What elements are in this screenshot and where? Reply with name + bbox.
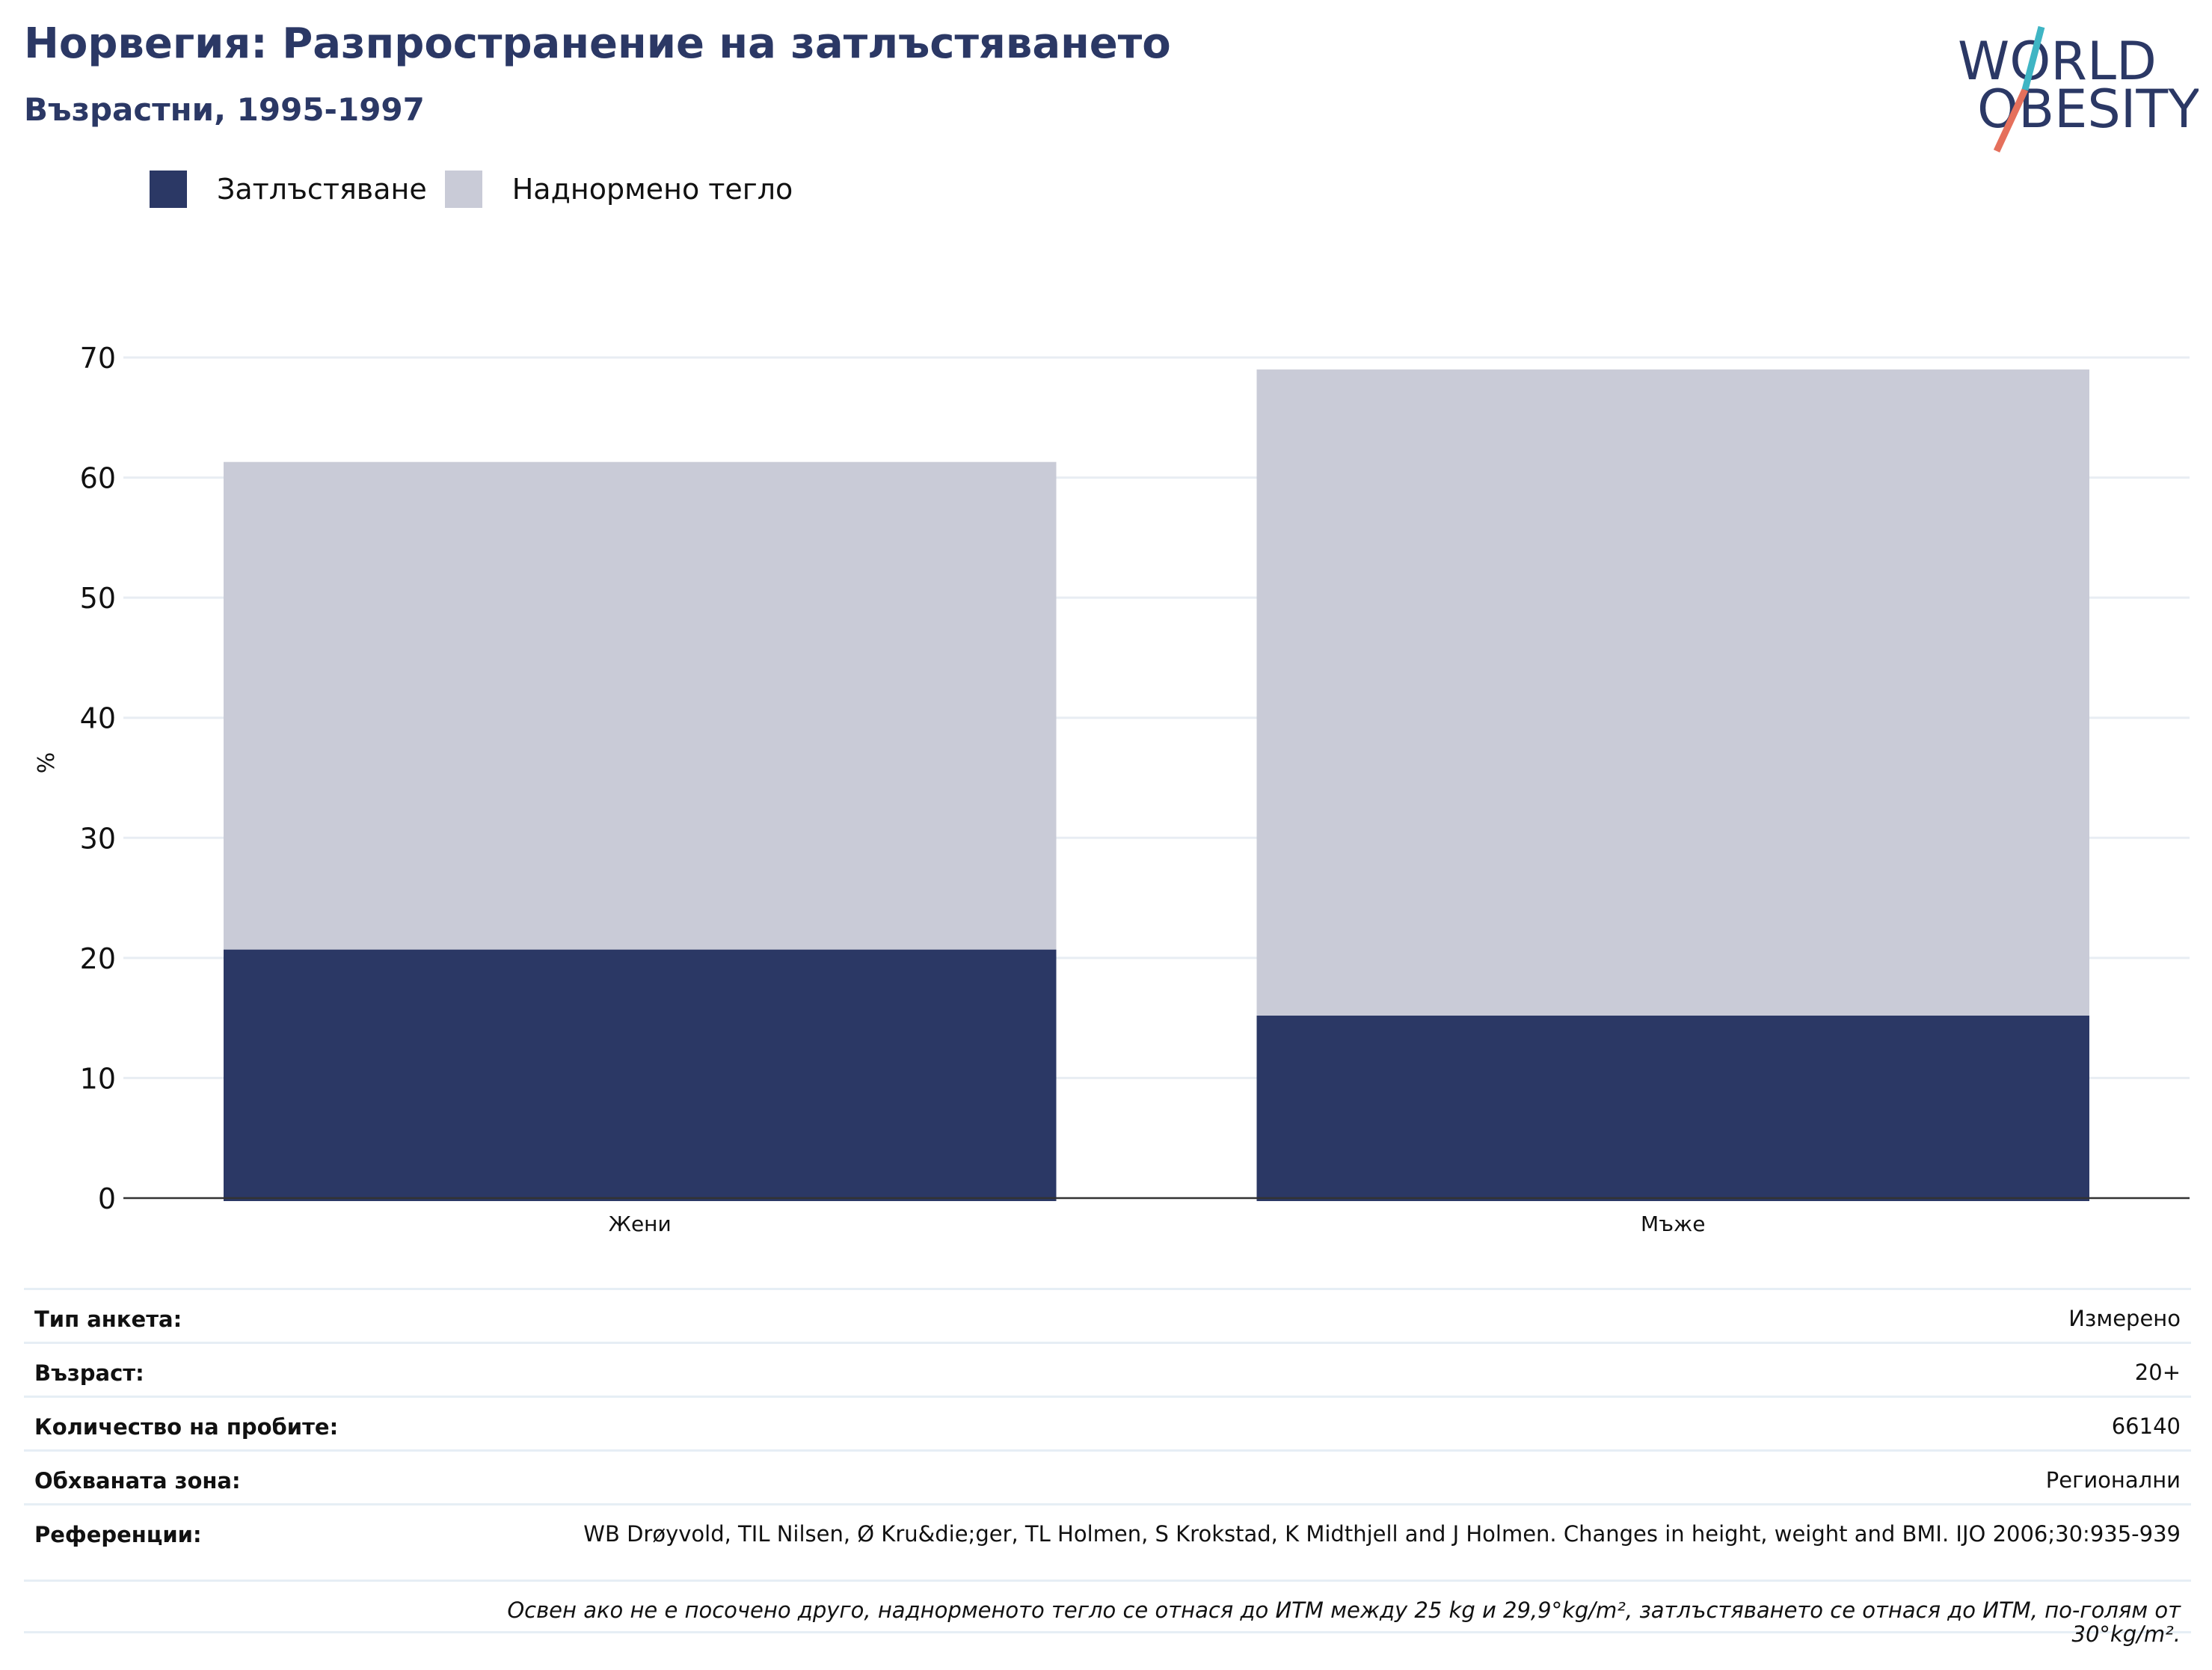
row-footnote: Освен ако не е посочено друго, наднормен… <box>24 1580 2191 1646</box>
legend-swatch-obesity <box>150 171 187 208</box>
x-tick-label: Жени <box>609 1212 672 1236</box>
survey-type-label: Тип анкета: <box>34 1307 182 1332</box>
survey-details: Тип анкета: Измерено Възраст: 20+ Количе… <box>24 1288 2191 1646</box>
area-label: Обхваната зона: <box>34 1468 241 1494</box>
age-value: 20+ <box>2134 1360 2181 1385</box>
bar-obesity-0 <box>224 949 1057 1201</box>
legend-label-overweight: Наднормено тегло <box>511 173 793 206</box>
references-value: WB Drøyvold, TIL Nilsen, Ø Kru&die;ger, … <box>583 1521 2181 1547</box>
sample-size-value: 66140 <box>2111 1413 2181 1439</box>
row-references: Референции: WB Drøyvold, TIL Nilsen, Ø K… <box>24 1503 2191 1580</box>
survey-type-value: Измерено <box>2068 1306 2181 1331</box>
bar-obesity-1 <box>1256 1015 2089 1201</box>
y-tick-label: 10 <box>80 1062 116 1095</box>
row-sample-size: Количество на пробите: 66140 <box>24 1396 2191 1449</box>
chart-subtitle: Възрастни, 1995-1997 <box>24 91 425 128</box>
legend-item-overweight: Наднормено тегло <box>444 171 793 208</box>
legend-label-obesity: Затлъстяване <box>217 173 427 206</box>
chart-title: Норвегия: Разпространение на затлъстяван… <box>24 19 1171 68</box>
logo-slash-teal <box>2021 25 2045 91</box>
logo-slash-red <box>1993 88 2029 153</box>
y-tick-label: 0 <box>98 1182 116 1215</box>
logo-line2: OBESITY <box>1977 79 2199 140</box>
references-label: Референции: <box>34 1522 202 1547</box>
y-tick-label: 70 <box>80 342 116 375</box>
row-age: Възраст: 20+ <box>24 1342 2191 1396</box>
sample-size-label: Количество на пробите: <box>34 1414 339 1440</box>
age-label: Възраст: <box>34 1360 144 1386</box>
bar-overweight-1 <box>1256 369 2089 1016</box>
legend: Затлъстяване Наднормено тегло <box>150 171 811 208</box>
y-tick-label: 30 <box>80 822 116 855</box>
bar-overweight-0 <box>224 461 1057 950</box>
x-tick-label: Мъже <box>1641 1212 1705 1236</box>
y-tick-label: 60 <box>80 462 116 495</box>
legend-item-obesity: Затлъстяване <box>150 171 427 208</box>
legend-swatch-overweight <box>444 171 482 208</box>
world-obesity-logo: WORLD OBESITY <box>1958 25 2199 153</box>
y-tick-label: 50 <box>80 582 116 615</box>
logo-line1: WORLD <box>1958 31 2157 92</box>
stacked-bar-chart: 0 10 20 30 40 50 60 70% Жени Мъже <box>34 342 2190 1236</box>
y-tick-label: 40 <box>80 702 116 735</box>
footnote: Освен ако не е посочено друго, наднормен… <box>507 1597 2181 1647</box>
y-axis-label: % <box>34 752 60 774</box>
row-area: Обхваната зона: Регионални <box>24 1449 2191 1503</box>
row-survey-type: Тип анкета: Измерено <box>24 1288 2191 1342</box>
y-tick-label: 20 <box>80 942 116 975</box>
area-value: Регионални <box>2045 1467 2181 1493</box>
